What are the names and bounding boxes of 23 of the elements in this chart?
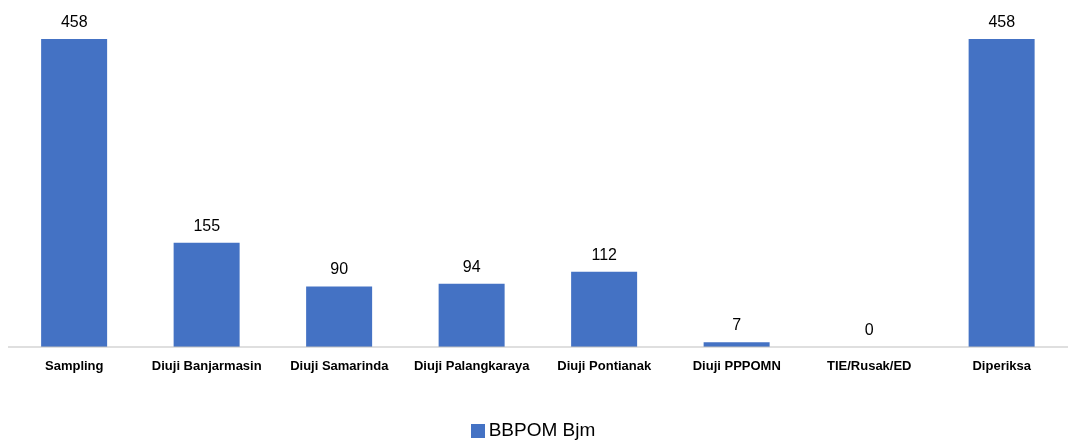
data-label: 155 [193,216,221,234]
bar [571,271,638,347]
data-label: 94 [462,257,481,275]
bar [306,286,373,347]
x-tick-label: Sampling [44,358,104,374]
x-tick-label: Diuji Pontianak [557,358,652,374]
x-tick-label: Diuji Banjarmasin [151,358,262,374]
data-label: 458 [988,13,1016,30]
x-tick-label: TIE/Rusak/ED [826,358,912,374]
bar [438,283,505,347]
data-label: 90 [330,260,349,278]
x-tick-label: Diuji Samarinda [290,358,390,374]
x-tick-label: Diperiksa [972,358,1032,374]
bar [968,39,1035,347]
data-label: 7 [732,316,742,334]
bar [173,242,240,347]
data-label: 458 [60,13,88,30]
data-label: 112 [591,245,618,263]
data-label: 0 [864,321,874,338]
legend-label: BBPOM Bjm [488,419,596,440]
x-tick-label: Diuji PPPOMN [692,358,781,374]
x-tick-label: Diuji Palangkaraya [413,358,531,374]
bar [41,39,108,347]
